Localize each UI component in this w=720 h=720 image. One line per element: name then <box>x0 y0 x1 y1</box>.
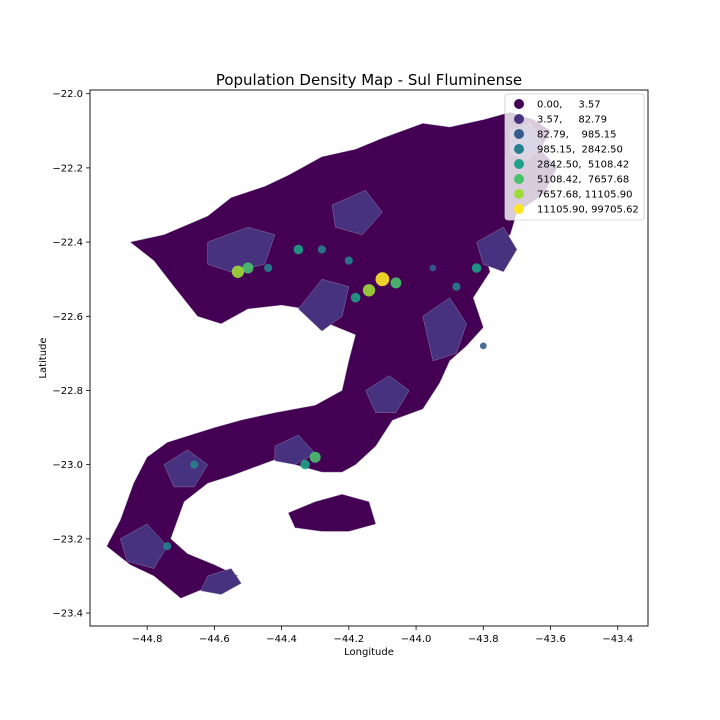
y-tick-label: −22.8 <box>52 386 83 397</box>
region-polygon <box>163 449 208 488</box>
x-tick-label: −43.6 <box>535 634 566 645</box>
region-polygon <box>288 494 376 532</box>
legend: 0.00, 3.57 3.57, 82.79 82.79, 985.15 985.15… <box>504 93 645 221</box>
legend-entry: 11105.90, 99705.62 <box>537 205 639 216</box>
legend-marker <box>514 159 524 169</box>
x-tick-label: −43.8 <box>468 634 499 645</box>
legend-entry: 2842.50, 5108.42 <box>537 160 629 171</box>
y-axis-label: Latitude <box>38 337 49 378</box>
y-axis: −22.0 −22.2 −22.4 −22.6 −22.8 −23.0 −23.2 −23.4 <box>52 89 90 620</box>
x-axis: −44.8 −44.6 −44.4 −44.2 −44.0 −43.8 −43.6 −43.4 <box>132 626 633 645</box>
density-hotspot <box>344 256 353 265</box>
density-hotspot <box>293 244 304 255</box>
region-polygon <box>476 226 518 272</box>
density-hotspot <box>452 282 461 291</box>
region-polygon <box>422 297 467 361</box>
density-hotspot <box>300 459 310 470</box>
density-hotspot <box>231 265 245 278</box>
legend-entry: 0.00, 3.57 <box>537 100 601 111</box>
legend-entry: 985.15, 2842.50 <box>537 145 623 156</box>
density-hotspot <box>362 284 376 297</box>
y-tick-label: −22.2 <box>52 163 83 174</box>
y-tick-label: −23.0 <box>52 460 83 471</box>
x-axis-label: Longitude <box>344 647 394 658</box>
density-hotspot <box>317 245 326 254</box>
density-hotspot <box>479 342 487 350</box>
x-tick-label: −43.4 <box>602 634 633 645</box>
x-tick-label: −44.2 <box>334 634 365 645</box>
legend-marker <box>514 129 524 139</box>
legend-marker <box>514 189 524 199</box>
y-tick-label: −22.0 <box>52 89 83 100</box>
x-tick-label: −44.4 <box>266 634 297 645</box>
legend-entry: 7657.68, 11105.90 <box>537 190 632 201</box>
x-tick-label: −44.8 <box>132 634 163 645</box>
legend-marker <box>514 114 524 124</box>
plot-frame <box>89 89 649 627</box>
region-polygon <box>298 279 349 332</box>
y-tick-label: −22.4 <box>52 238 83 249</box>
legend-box <box>504 93 645 221</box>
y-tick-label: −23.4 <box>52 609 83 620</box>
density-hotspot <box>350 292 361 303</box>
map-area <box>106 112 558 599</box>
density-hotspot <box>390 277 402 289</box>
region-polygon <box>365 375 410 413</box>
chart-title: Population Density Map - Sul Fluminense <box>216 71 522 89</box>
density-hotspot <box>471 263 482 273</box>
legend-marker <box>514 99 524 109</box>
y-tick-label: −23.2 <box>52 534 83 545</box>
region-polygon <box>207 226 276 272</box>
y-tick-label: −22.6 <box>52 312 83 323</box>
legend-entry: 82.79, 985.15 <box>537 130 617 141</box>
region-polygon <box>331 189 383 235</box>
density-hotspots <box>163 244 487 551</box>
density-hotspot <box>429 264 437 272</box>
legend-marker <box>514 204 524 214</box>
legend-entry: 5108.42, 7657.68 <box>537 175 629 186</box>
x-tick-label: −44.6 <box>199 634 230 645</box>
density-hotspot <box>242 262 254 274</box>
region-polygon <box>120 523 168 569</box>
density-hotspot <box>264 263 273 273</box>
density-hotspot <box>375 272 390 287</box>
region-polygon <box>200 568 242 595</box>
legend-marker <box>514 144 524 154</box>
x-tick-label: −44.0 <box>401 634 432 645</box>
density-hotspot <box>190 460 199 469</box>
legend-entry: 3.57, 82.79 <box>537 115 607 126</box>
region-polygon <box>274 434 316 465</box>
density-hotspot <box>163 542 172 551</box>
density-hotspot <box>309 451 321 463</box>
legend-marker <box>514 174 524 184</box>
